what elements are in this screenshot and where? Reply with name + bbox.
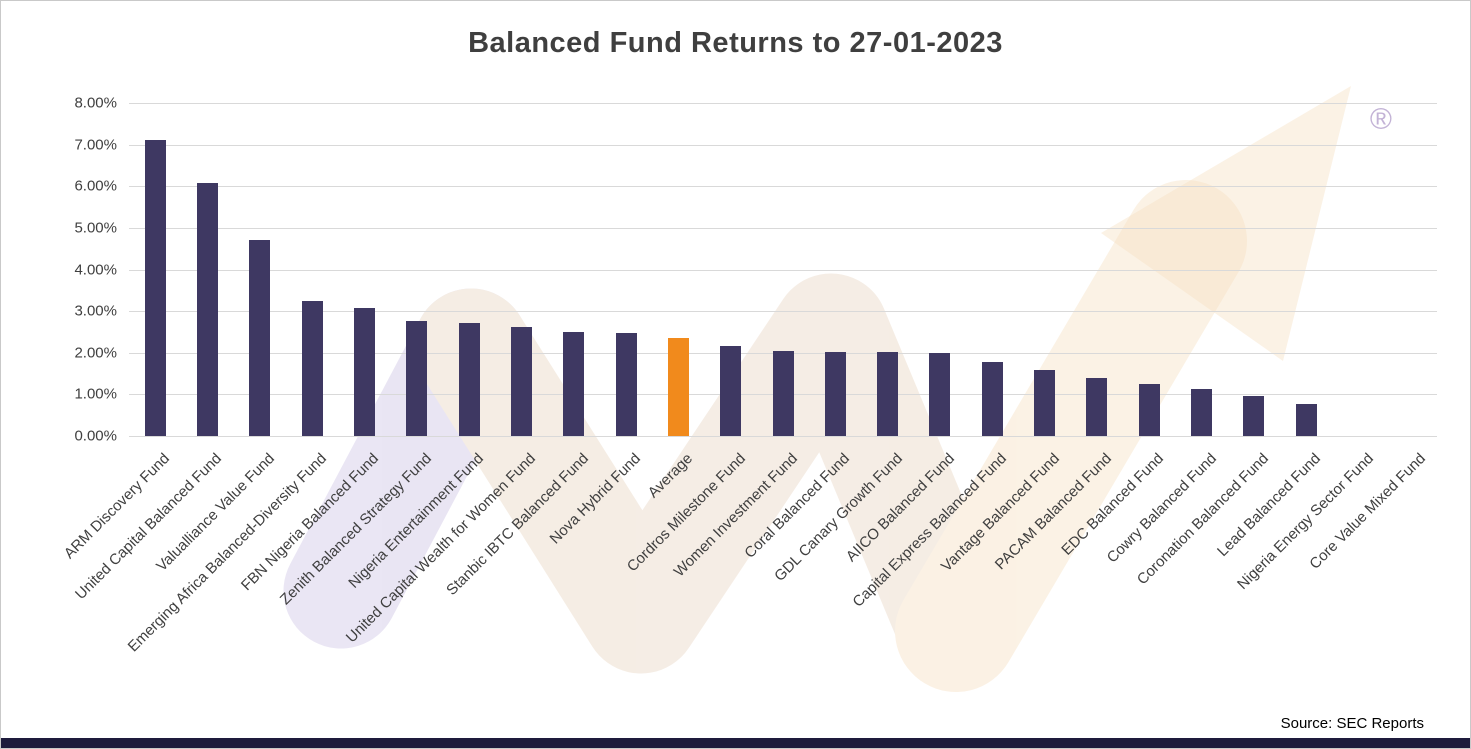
y-axis-tick: 6.00% <box>74 177 117 195</box>
footer-bar <box>1 738 1470 748</box>
x-axis-label: Vantage Balanced Fund <box>937 450 1063 576</box>
gridline <box>129 269 1437 271</box>
bar <box>1243 396 1265 436</box>
x-axis-label: Women Investment Fund <box>670 450 802 581</box>
chart-title: Balanced Fund Returns to 27-01-2023 <box>468 27 1003 59</box>
x-axis-label: PACAM Balanced Fund <box>991 450 1115 574</box>
source-label: Source: SEC Reports <box>1280 715 1424 732</box>
registered-trademark-icon: ® <box>1369 103 1392 136</box>
gridline <box>129 436 1437 437</box>
gridline <box>129 227 1437 229</box>
x-axis-label: Emerging Africa Balanced-Diversity Fund <box>124 450 331 656</box>
bar <box>196 182 218 436</box>
gridline <box>129 311 1437 313</box>
x-axis-label: Cowry Balanced Fund <box>1103 450 1220 567</box>
bar <box>353 308 375 436</box>
bar <box>144 140 166 436</box>
bar <box>249 240 271 436</box>
x-axis-label: FBN Nigeria Balanced Fund <box>238 450 383 595</box>
bar <box>772 350 794 436</box>
x-axis-label: Cordros Milestone Fund <box>623 450 749 576</box>
y-axis-tick: 3.00% <box>74 302 117 320</box>
bar <box>458 322 480 436</box>
x-axis-label: Nigeria Entertainment Fund <box>345 450 488 592</box>
x-axis-label: Zenith Balanced Strategy Fund <box>276 450 435 609</box>
y-axis-tick: 0.00% <box>74 427 117 445</box>
bar <box>824 351 846 436</box>
y-axis-tick: 4.00% <box>74 261 117 278</box>
bar <box>981 361 1003 436</box>
x-axis-label: Capital Express Balanced Fund <box>849 450 1011 611</box>
bar <box>615 332 637 436</box>
bar <box>1191 389 1213 436</box>
bar <box>301 300 323 436</box>
bar <box>877 351 899 436</box>
x-axis-label: Core Value Mixed Fund <box>1306 450 1429 573</box>
bar <box>1138 383 1160 436</box>
x-axis-label: Coronation Balanced Fund <box>1133 450 1272 589</box>
x-axis-label: Nova Hybrid Fund <box>546 450 645 548</box>
x-axis-label: EDC Balanced Fund <box>1058 450 1168 559</box>
x-axis-label: Average <box>645 450 697 502</box>
x-axis-label: Stanbic IBTC Balanced Fund <box>442 450 592 599</box>
bar <box>1295 403 1317 436</box>
x-axis-label: GDL Canary Growth Fund <box>770 450 906 585</box>
bar-average-highlight <box>667 338 689 436</box>
gridline <box>129 103 1437 104</box>
x-axis-label: Valualliance Value Fund <box>152 450 278 575</box>
y-axis-tick: 7.00% <box>74 136 117 154</box>
y-axis-tick: 5.00% <box>74 219 117 237</box>
x-axis-label: Coral Balanced Fund <box>741 450 854 562</box>
bar <box>720 345 742 436</box>
x-axis-label: United Capital Wealth for Women Fund <box>343 450 540 647</box>
y-axis-tick: 1.00% <box>74 385 117 403</box>
bar <box>929 352 951 436</box>
x-axis-label: Nigeria Energy Sector Fund <box>1233 450 1377 593</box>
bar <box>510 326 532 436</box>
bar <box>1086 377 1108 436</box>
bar <box>1034 370 1056 436</box>
gridline <box>129 186 1437 188</box>
x-axis-label: AIICO Balanced Fund <box>842 450 958 566</box>
gridline <box>129 144 1437 146</box>
bar <box>406 320 428 436</box>
bar <box>563 331 585 436</box>
y-axis-tick: 8.00% <box>74 94 117 112</box>
x-axis-label: Lead Balanced Fund <box>1214 450 1325 560</box>
y-axis-tick: 2.00% <box>74 344 117 362</box>
